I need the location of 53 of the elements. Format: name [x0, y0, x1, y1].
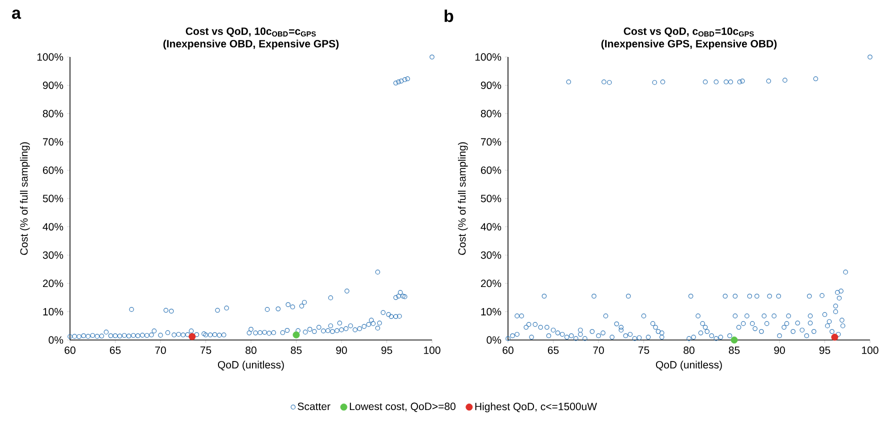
x-tick-label: 85 — [728, 346, 740, 354]
x-tick-label: 90 — [774, 346, 785, 354]
legend-label: Highest QoD, c<=1500uW — [475, 402, 597, 412]
y-axis-title: Cost (% of full sampling) — [458, 142, 468, 255]
text: a — [12, 10, 22, 19]
y-tick-label: 10% — [43, 308, 64, 316]
legend-label: Scatter — [298, 402, 330, 410]
y-tick-label: 30% — [42, 251, 64, 259]
y-tick-label: 80% — [42, 110, 64, 118]
x-tick-label: 95 — [381, 346, 392, 354]
y-tick-label: 10% — [481, 308, 502, 316]
x-tick-label: 75 — [638, 346, 650, 354]
x-tick-label: 65 — [110, 346, 121, 354]
y-tick-label: 20% — [481, 280, 502, 288]
y-tick-label: 50% — [480, 194, 502, 202]
x-tick-label: 90 — [336, 346, 347, 354]
y-tick-label: 60% — [481, 166, 502, 174]
chart-title: Cost vs QoD, c$_{OBD}$=10c$_{GPS}$ — [624, 27, 754, 37]
x-tick-label: 80 — [684, 346, 694, 354]
x-tick-label: 75 — [200, 346, 212, 354]
chart-subtitle: (Inexpensive GPS, Expensive OBD) — [601, 40, 777, 50]
y-tick-label: 80% — [480, 110, 502, 118]
x-tick-label: 100 — [862, 346, 878, 354]
text: b — [444, 10, 454, 22]
y-tick-label: 40% — [42, 223, 64, 231]
x-tick-label: 100 — [424, 346, 440, 354]
y-tick-label: 70% — [42, 138, 64, 146]
y-tick-label: 0% — [486, 336, 502, 344]
x-tick-label: 85 — [290, 346, 302, 354]
y-tick-label: 0% — [48, 336, 64, 344]
y-tick-label: 40% — [480, 223, 502, 231]
x-tick-label: 80 — [246, 346, 256, 354]
y-axis-title: Cost (% of full sampling) — [20, 142, 30, 255]
x-axis-title: QoD (unitless) — [656, 360, 722, 371]
x-tick-label: 65 — [548, 346, 559, 354]
x-tick-label: 95 — [819, 346, 830, 354]
y-tick-label: 70% — [481, 138, 502, 146]
chart-title: Cost vs QoD, 10c$_{OBD}$=c$_{GPS}$ — [186, 27, 316, 37]
y-tick-label: 100% — [37, 53, 64, 61]
y-tick-label: 60% — [42, 166, 64, 174]
y-tick-label: 30% — [480, 251, 502, 259]
chart-subtitle: (Inexpensive OBD, Expensive GPS) — [163, 40, 339, 50]
y-tick-label: 100% — [475, 53, 502, 61]
x-tick-label: 70 — [155, 346, 166, 354]
x-tick-label: 60 — [502, 346, 514, 354]
y-tick-label: 50% — [42, 194, 64, 202]
x-tick-label: 70 — [593, 346, 604, 354]
y-tick-label: 20% — [42, 280, 64, 288]
y-tick-label: 90% — [480, 82, 502, 90]
y-tick-label: 90% — [42, 82, 64, 90]
x-axis-title: QoD (unitless) — [218, 360, 284, 371]
legend-label: Lowest cost, QoD>=80 — [350, 402, 456, 412]
x-tick-label: 60 — [64, 346, 76, 354]
